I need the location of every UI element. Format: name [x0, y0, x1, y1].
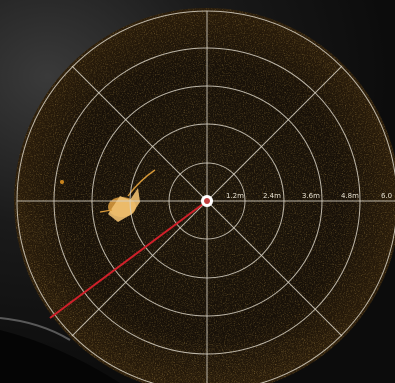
- transducer-icon: [201, 195, 213, 207]
- range-label-4: 4.8m: [341, 192, 359, 200]
- hull-line: [0, 317, 71, 341]
- range-label-1: 1.2m: [226, 192, 244, 200]
- left-return: [14, 205, 90, 244]
- range-label-3: 3.6m: [302, 192, 320, 200]
- sonar-beam: [49, 200, 208, 319]
- range-label-5: 6.0: [381, 192, 392, 200]
- range-label-2: 2.4m: [263, 192, 281, 200]
- hull-shadow: [0, 330, 120, 383]
- seabed-return: [14, 230, 395, 383]
